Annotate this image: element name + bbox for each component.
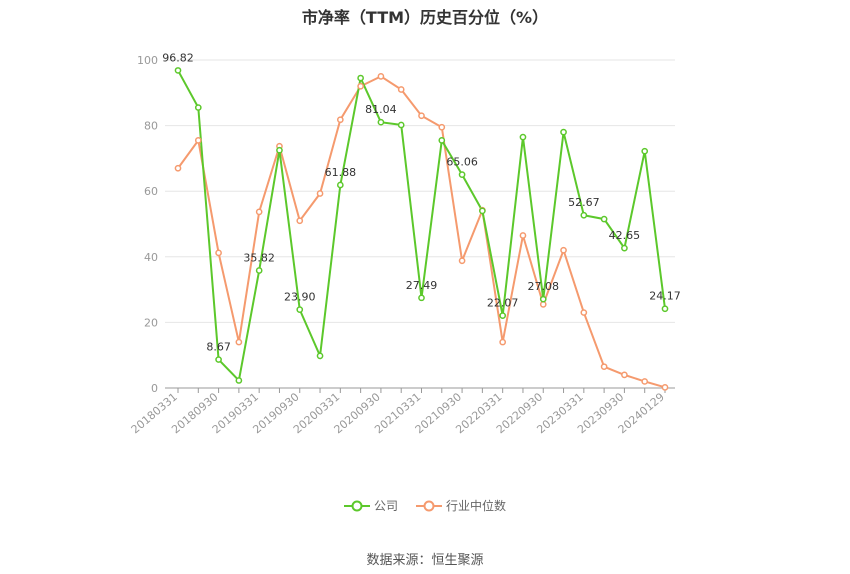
data-label: 61.88 bbox=[325, 166, 357, 179]
data-label: 42.65 bbox=[609, 229, 641, 242]
data-label: 27.49 bbox=[406, 279, 438, 292]
legend-marker-company bbox=[343, 500, 370, 511]
data-point bbox=[560, 246, 567, 254]
data-point bbox=[661, 305, 669, 313]
y-axis: 0 20 40 60 80 100 bbox=[137, 54, 158, 395]
y-tick-label: 40 bbox=[144, 251, 158, 264]
data-labels: 96.82 8.67 35.82 23.90 61.88 81.04 27.49 65.06 2… bbox=[162, 51, 681, 353]
data-point bbox=[458, 171, 466, 178]
data-point bbox=[458, 257, 466, 265]
y-tick-label: 80 bbox=[144, 120, 158, 133]
legend-item-industry[interactable]: 行业中位数 bbox=[416, 497, 506, 514]
data-point bbox=[194, 104, 202, 111]
legend-item-company[interactable]: 公司 bbox=[343, 497, 398, 514]
data-point bbox=[641, 378, 649, 385]
data-label: 8.67 bbox=[206, 341, 231, 354]
data-point bbox=[397, 86, 405, 93]
data-point bbox=[174, 164, 182, 172]
data-point bbox=[174, 67, 182, 74]
data-label: 96.82 bbox=[162, 51, 194, 64]
data-point bbox=[539, 295, 547, 303]
chart-title: 市净率（TTM）历史百分位（%） bbox=[301, 8, 549, 27]
data-point bbox=[661, 383, 669, 391]
data-point bbox=[215, 356, 222, 363]
data-point bbox=[519, 133, 527, 141]
data-label: 24.17 bbox=[649, 290, 681, 303]
data-point bbox=[296, 217, 304, 225]
data-label: 35.82 bbox=[243, 252, 275, 265]
data-point bbox=[499, 312, 507, 319]
data-point bbox=[438, 137, 446, 144]
data-point bbox=[336, 181, 344, 189]
y-tick-label: 60 bbox=[144, 185, 158, 198]
data-point bbox=[479, 207, 486, 215]
data-point bbox=[418, 294, 425, 302]
legend-label-industry: 行业中位数 bbox=[446, 499, 507, 513]
data-point bbox=[499, 338, 507, 346]
data-point bbox=[336, 116, 344, 124]
data-point bbox=[377, 73, 385, 80]
data-point bbox=[194, 137, 202, 144]
legend-marker-industry bbox=[416, 500, 442, 511]
data-point bbox=[519, 232, 527, 239]
y-tick-label: 0 bbox=[151, 382, 158, 395]
data-label: 65.06 bbox=[446, 156, 478, 169]
data-point bbox=[357, 82, 364, 90]
data-point bbox=[539, 301, 547, 308]
data-point bbox=[276, 146, 283, 154]
data-point bbox=[235, 377, 243, 384]
data-point bbox=[255, 267, 263, 274]
legend-label-company: 公司 bbox=[373, 499, 398, 513]
data-point bbox=[418, 112, 425, 120]
series-line-1 bbox=[177, 75, 666, 389]
legend: 公司 行业中位数 bbox=[0, 497, 850, 514]
x-axis: 2018033120180930201903312019093020200331… bbox=[129, 387, 675, 436]
data-point bbox=[316, 352, 324, 360]
data-point bbox=[621, 244, 628, 252]
data-label: 22.07 bbox=[487, 297, 519, 310]
data-label: 81.04 bbox=[365, 103, 397, 116]
data-point bbox=[580, 211, 588, 219]
data-label: 52.67 bbox=[568, 196, 600, 209]
data-point bbox=[255, 208, 263, 216]
data-label: 27.08 bbox=[528, 280, 560, 293]
data-point bbox=[377, 118, 385, 126]
data-point bbox=[296, 306, 304, 313]
data-point bbox=[357, 74, 364, 82]
data-point bbox=[621, 371, 628, 379]
y-tick-label: 20 bbox=[144, 316, 158, 329]
data-point bbox=[316, 190, 324, 197]
data-point bbox=[580, 309, 588, 316]
y-tick-label: 100 bbox=[137, 54, 158, 67]
gridlines bbox=[165, 59, 675, 323]
data-point bbox=[600, 215, 608, 223]
data-point bbox=[235, 338, 243, 346]
series-points bbox=[174, 67, 669, 391]
data-point bbox=[641, 147, 649, 155]
source-note: 数据来源：恒生聚源 bbox=[366, 553, 484, 568]
data-point bbox=[215, 249, 222, 257]
data-point bbox=[560, 128, 567, 136]
data-label: 23.90 bbox=[284, 291, 316, 304]
data-point bbox=[397, 121, 405, 129]
data-point bbox=[600, 363, 608, 371]
data-point bbox=[438, 123, 446, 131]
